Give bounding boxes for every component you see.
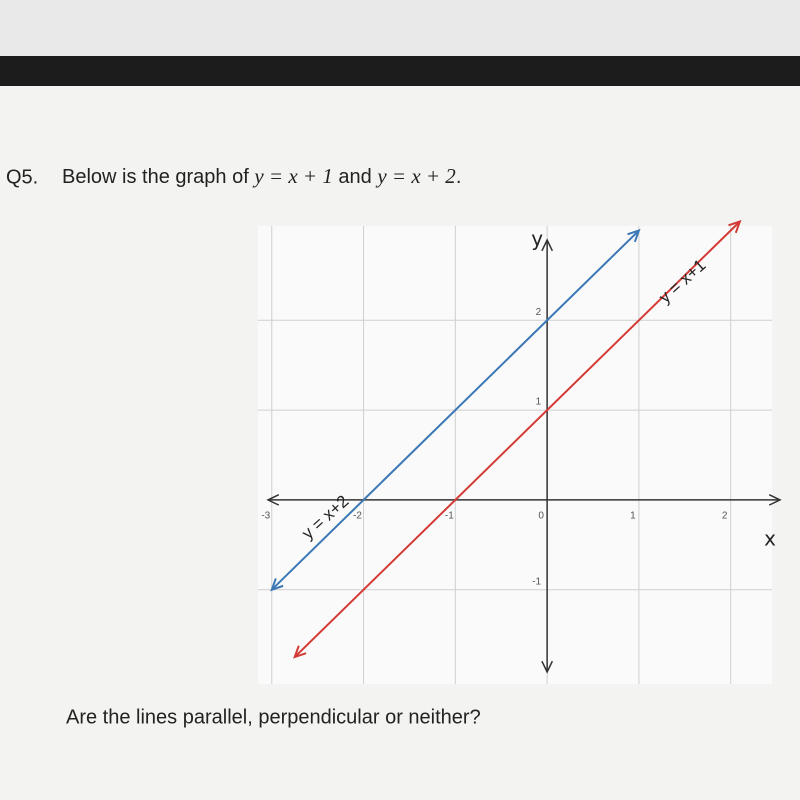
y-axis-label: y — [531, 227, 543, 251]
top-strip — [0, 0, 800, 56]
equation: y = x + 2 — [375, 164, 456, 188]
arrowhead — [627, 228, 641, 243]
x-tick-label: 2 — [722, 511, 728, 522]
x-axis-label: x — [764, 526, 776, 550]
y-tick-label: 1 — [536, 397, 542, 408]
y-tick-label: 2 — [536, 307, 542, 318]
prompt: Are the lines parallel, perpendicular or… — [66, 706, 481, 728]
text: . — [456, 166, 462, 188]
arrowhead — [270, 578, 284, 592]
x-tick-label: 0 — [538, 511, 544, 522]
arrowhead — [541, 238, 554, 252]
arrowhead — [768, 494, 782, 506]
equation: y = x + 1 — [252, 164, 332, 188]
graph-area — [258, 226, 772, 684]
text: and — [338, 166, 371, 188]
x-tick-label: 1 — [630, 511, 636, 522]
question-text: Below is the graph of y = x + 1 and y = … — [62, 164, 461, 188]
x-tick-label: -3 — [261, 511, 270, 522]
line — [294, 220, 741, 658]
header-bar — [0, 56, 800, 86]
arrowhead — [266, 494, 280, 506]
arrowhead — [728, 219, 742, 234]
line — [271, 229, 640, 591]
question-number: Q5. — [6, 166, 38, 188]
text: Below is the graph of — [62, 166, 249, 188]
arrowhead — [293, 645, 307, 659]
x-tick-label: -1 — [445, 511, 454, 522]
y-tick-label: -1 — [532, 576, 541, 587]
x-tick-label: -2 — [353, 511, 362, 522]
plot: -3 -2 -1 0 1 2 -1 1 2 x y — [258, 219, 782, 684]
arrowhead — [541, 660, 554, 674]
